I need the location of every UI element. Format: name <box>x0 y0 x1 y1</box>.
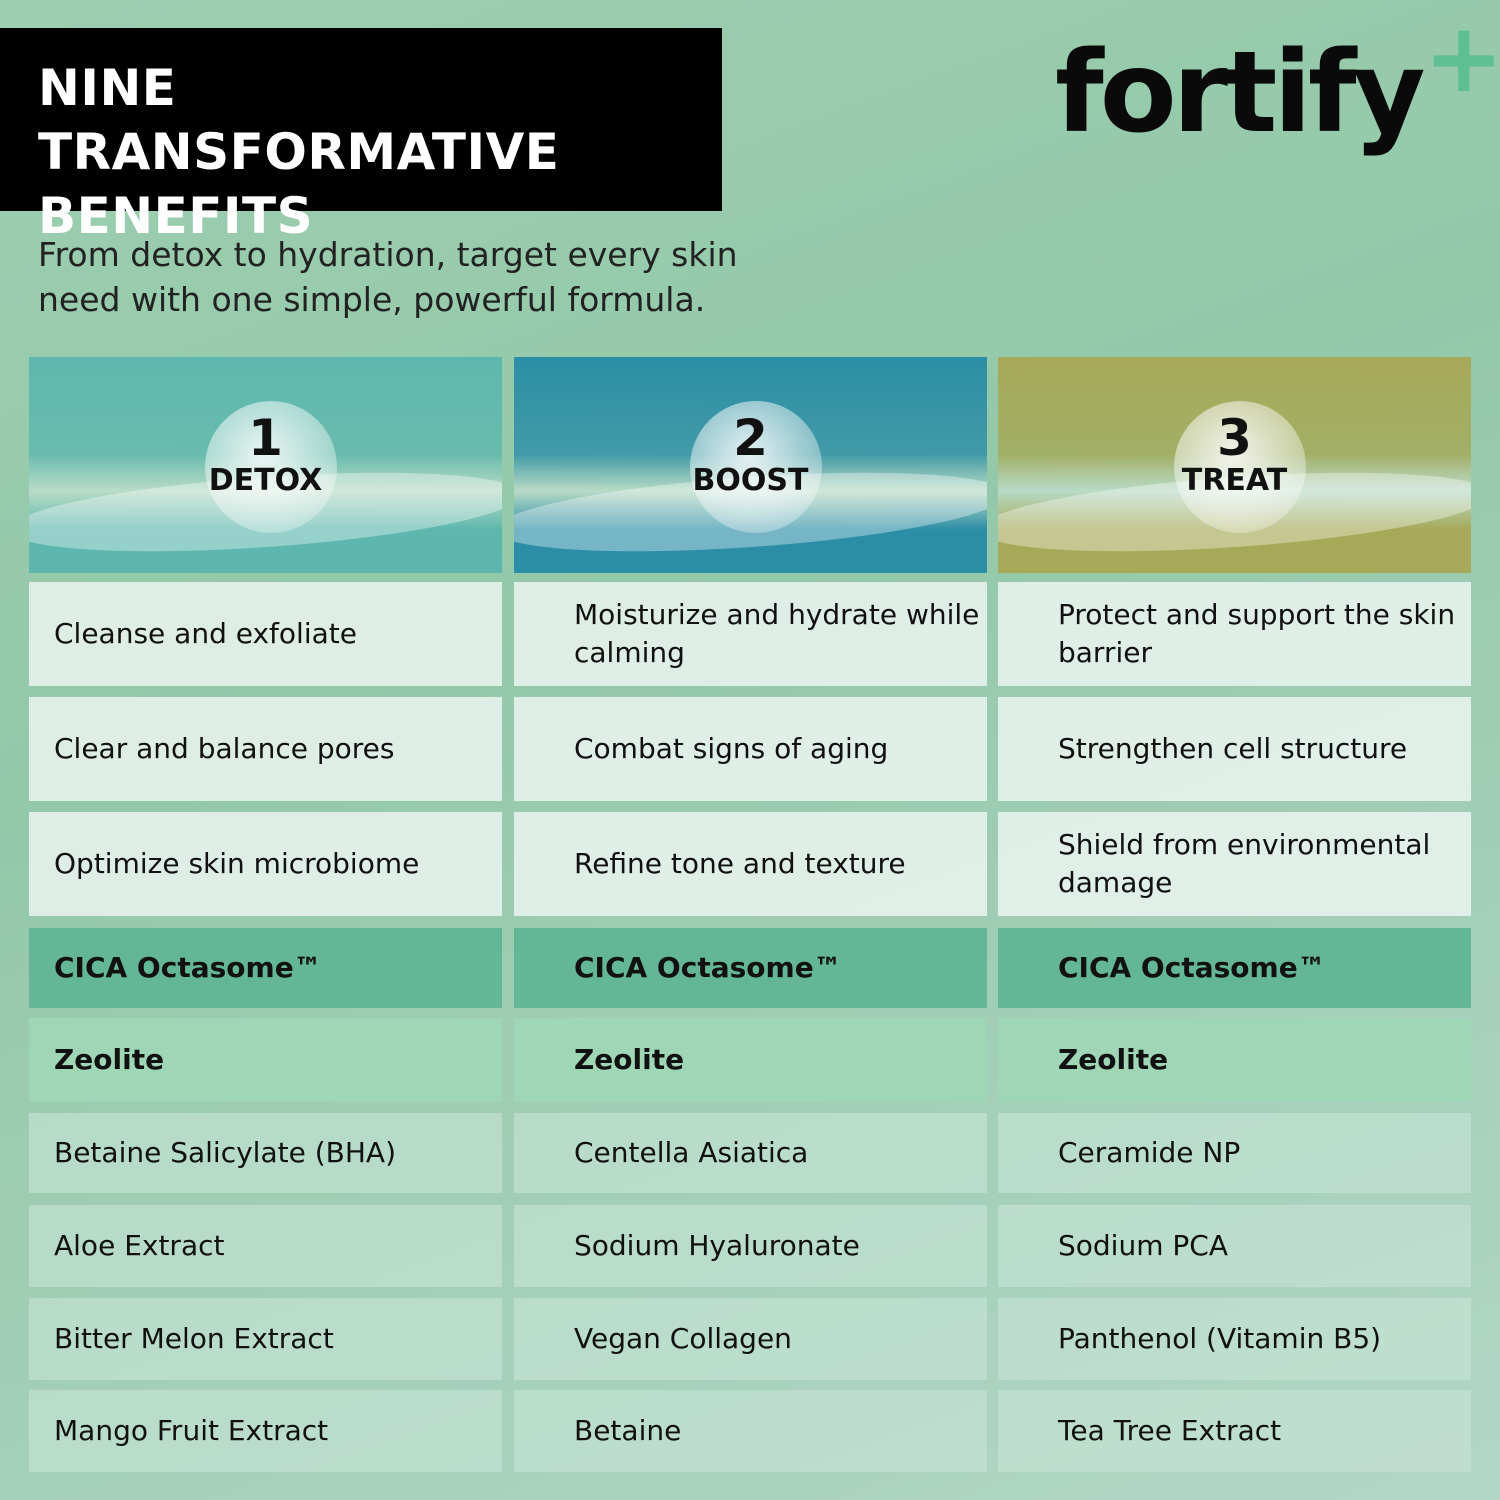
cell-text: Refine tone and texture <box>574 847 906 880</box>
ingredient-cell: Panthenol (Vitamin B5) <box>998 1298 1471 1380</box>
column-number: 2 <box>733 409 768 467</box>
ingredient-cell: Betaine <box>514 1390 987 1472</box>
benefit-cell: Strengthen cell structure <box>998 697 1471 801</box>
ingredient-cell: Mango Fruit Extract <box>29 1390 502 1472</box>
cell-text: Moisturize and hydrate while calming <box>574 598 980 669</box>
cell-text: CICA Octasome™ <box>1058 951 1326 984</box>
cell-text: Zeolite <box>54 1043 165 1076</box>
page-title: NINE TRANSFORMATIVE BENEFITS <box>38 59 560 245</box>
cell-text: Mango Fruit Extract <box>54 1414 329 1447</box>
column-header-detox: 1 DETOX <box>29 357 502 573</box>
key-ingredient-cell: CICA Octasome™ <box>514 928 987 1008</box>
column-number: 3 <box>1217 409 1252 467</box>
bubble-icon <box>690 401 822 533</box>
cell-text: Cleanse and exfoliate <box>54 617 357 650</box>
ingredient-cell: Ceramide NP <box>998 1113 1471 1193</box>
benefit-cell: Shield from environmental damage <box>998 812 1471 916</box>
benefit-cell: Protect and support the skin barrier <box>998 582 1471 686</box>
key-ingredient-cell: Zeolite <box>514 1018 987 1102</box>
column-number: 1 <box>248 409 283 467</box>
cell-text: Bitter Melon Extract <box>54 1322 334 1355</box>
ingredient-cell: Vegan Collagen <box>514 1298 987 1380</box>
cell-text: Panthenol (Vitamin B5) <box>1058 1322 1382 1355</box>
cell-text: Aloe Extract <box>54 1229 225 1262</box>
cell-text: CICA Octasome™ <box>54 951 322 984</box>
cell-text: Clear and balance pores <box>54 732 395 765</box>
cell-text: Combat signs of aging <box>574 732 889 765</box>
column-header-boost: 2 BOOST <box>514 357 987 573</box>
cell-text: Centella Asiatica <box>574 1136 809 1169</box>
column-label: TREAT <box>1181 463 1288 498</box>
cell-text: Sodium PCA <box>1058 1229 1228 1262</box>
brand-logo: fortify+ <box>1055 2 1500 158</box>
cell-text: Vegan Collagen <box>574 1322 792 1355</box>
key-ingredient-cell: Zeolite <box>998 1018 1471 1102</box>
benefit-cell: Optimize skin microbiome <box>29 812 502 916</box>
cell-text: CICA Octasome™ <box>574 951 842 984</box>
ingredient-cell: Bitter Melon Extract <box>29 1298 502 1380</box>
benefit-cell: Clear and balance pores <box>29 697 502 801</box>
cell-text: Strengthen cell structure <box>1058 732 1408 765</box>
cell-text: Protect and support the skin barrier <box>1058 598 1456 669</box>
logo-text: fortify <box>1055 28 1426 158</box>
ingredient-cell: Centella Asiatica <box>514 1113 987 1193</box>
benefit-cell: Moisturize and hydrate while calming <box>514 582 987 686</box>
cell-text: Tea Tree Extract <box>1058 1414 1282 1447</box>
subtitle: From detox to hydration, target every sk… <box>38 235 738 319</box>
ingredient-cell: Betaine Salicylate (BHA) <box>29 1113 502 1193</box>
ingredient-cell: Aloe Extract <box>29 1205 502 1287</box>
ingredient-cell: Sodium Hyaluronate <box>514 1205 987 1287</box>
benefit-cell: Refine tone and texture <box>514 812 987 916</box>
logo-plus: + <box>1423 2 1500 114</box>
key-ingredient-cell: Zeolite <box>29 1018 502 1102</box>
column-label: BOOST <box>692 463 809 498</box>
cell-text: Betaine <box>574 1414 682 1447</box>
bubble-icon <box>1174 401 1306 533</box>
cell-text: Optimize skin microbiome <box>54 847 420 880</box>
key-ingredient-cell: CICA Octasome™ <box>998 928 1471 1008</box>
cell-text: Ceramide NP <box>1058 1136 1241 1169</box>
bubble-icon <box>205 401 337 533</box>
cell-text: Zeolite <box>574 1043 685 1076</box>
ingredient-cell: Tea Tree Extract <box>998 1390 1471 1472</box>
key-ingredient-cell: CICA Octasome™ <box>29 928 502 1008</box>
cell-text: Shield from environmental damage <box>1058 828 1431 899</box>
column-label: DETOX <box>208 463 323 498</box>
cell-text: Betaine Salicylate (BHA) <box>54 1136 396 1169</box>
ingredient-cell: Sodium PCA <box>998 1205 1471 1287</box>
cell-text: Zeolite <box>1058 1043 1169 1076</box>
column-header-treat: 3 TREAT <box>998 357 1471 573</box>
benefit-cell: Cleanse and exfoliate <box>29 582 502 686</box>
benefit-cell: Combat signs of aging <box>514 697 987 801</box>
title-banner: NINE TRANSFORMATIVE BENEFITS <box>0 28 722 245</box>
cell-text: Sodium Hyaluronate <box>574 1229 860 1262</box>
